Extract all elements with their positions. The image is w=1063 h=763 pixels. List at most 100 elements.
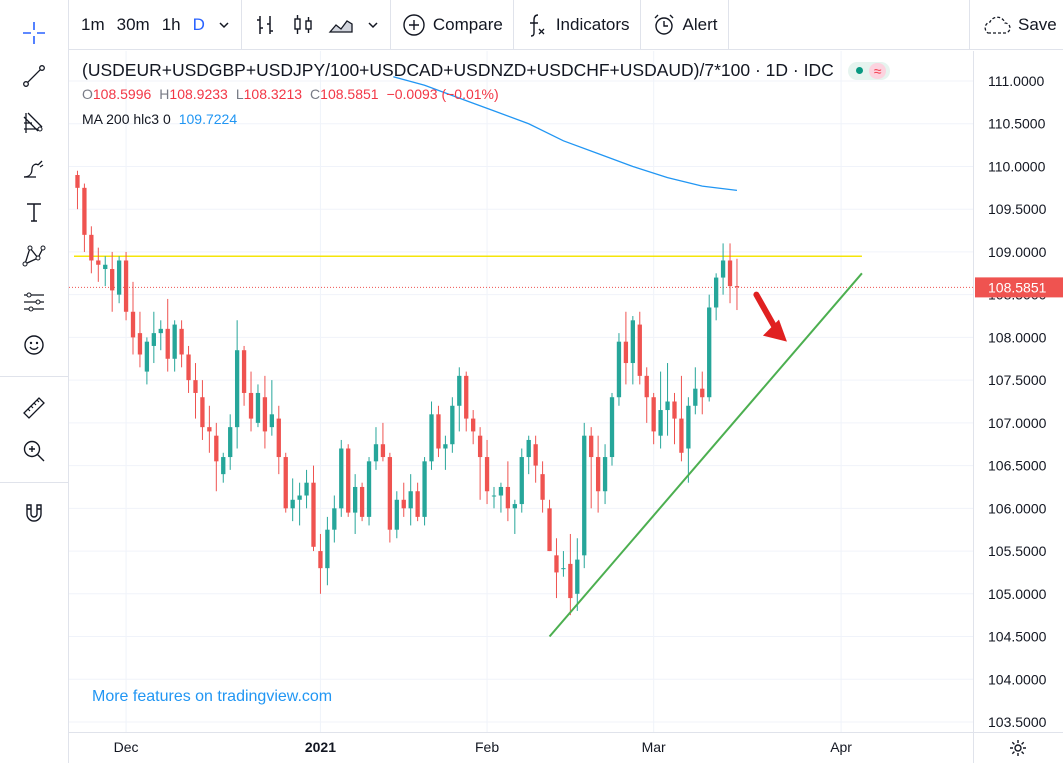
save-button[interactable]: Save	[980, 0, 1057, 50]
ma200-line	[393, 76, 738, 192]
candle	[165, 298, 170, 372]
price-chart[interactable]	[69, 51, 973, 732]
candle	[353, 474, 358, 534]
candle-body	[415, 491, 420, 517]
left-drawing-toolbar	[0, 0, 69, 763]
candle-body	[582, 435, 587, 556]
crosshair-icon[interactable]	[15, 14, 53, 52]
candle-body	[575, 559, 580, 594]
magnet-icon[interactable]	[15, 494, 53, 532]
candle	[207, 405, 212, 453]
candle	[366, 457, 372, 526]
top-toolbar: 1m 30m 1h D Compare Indicators Alert	[69, 0, 1063, 50]
candle	[561, 551, 566, 577]
candle	[408, 474, 413, 526]
time-tick-label: Apr	[830, 739, 852, 755]
interval-1h-button[interactable]: 1h	[161, 14, 181, 34]
candle-body	[637, 324, 642, 376]
low-key: L	[235, 86, 244, 102]
candle-body	[443, 444, 448, 449]
candle-body	[644, 375, 649, 398]
price-tick-label: 106.0000	[988, 500, 1047, 516]
candles	[75, 170, 740, 616]
candle-body	[554, 555, 559, 573]
time-tick-label: Dec	[114, 739, 139, 755]
ruler-icon[interactable]	[15, 389, 53, 427]
chart-pane[interactable]	[69, 51, 973, 732]
chart-settings-button[interactable]	[973, 732, 1063, 763]
candle-body	[214, 435, 219, 462]
candle	[269, 380, 275, 436]
candle	[450, 397, 455, 453]
candle	[512, 499, 517, 534]
candle	[283, 452, 288, 513]
candle	[651, 392, 656, 445]
text-icon[interactable]	[15, 193, 53, 231]
trend-line-icon[interactable]	[15, 57, 53, 95]
candle	[436, 405, 441, 458]
emoji-icon[interactable]	[15, 326, 53, 364]
candle	[457, 367, 462, 432]
candle-body	[373, 444, 379, 462]
zoom-in-icon[interactable]	[15, 432, 53, 470]
wave-icon: ≈	[868, 62, 887, 79]
tradingview-link[interactable]: More features on tradingview.com	[92, 688, 333, 705]
price-axis[interactable]: 111.0000 110.5000 110.0000 109.5000 109.0000…	[973, 51, 1063, 732]
pattern-icon[interactable]	[15, 237, 53, 275]
series-legend: (USDEUR+USDGBP+USDJPY/100+USDCAD+USDNZD+…	[82, 60, 891, 127]
interval-1m-button[interactable]: 1m	[81, 14, 105, 34]
indicators-button[interactable]: Indicators	[518, 0, 636, 50]
candle	[214, 422, 219, 492]
prediction-icon[interactable]	[15, 283, 53, 321]
alert-button[interactable]: Alert	[645, 0, 724, 50]
candle-body	[658, 410, 663, 436]
market-status-badge[interactable]: ≈	[847, 61, 891, 80]
interval-30m-button[interactable]: 30m	[116, 14, 150, 34]
candle-style-button[interactable]	[284, 0, 322, 50]
candle	[103, 256, 108, 287]
compare-button[interactable]: Compare	[395, 0, 509, 50]
candle-body	[75, 175, 80, 188]
candle	[75, 170, 80, 210]
candle	[720, 243, 726, 295]
candle	[255, 384, 261, 428]
candle-body	[172, 324, 177, 359]
ohlc-values: O108.5996 H108.9233 L108.3213 C108.5851 …	[82, 86, 890, 102]
indicators-label: Indicators	[555, 14, 630, 34]
symbol-title[interactable]: (USDEUR+USDGBP+USDJPY/100+USDCAD+USDNZD+…	[82, 60, 834, 80]
candle	[498, 482, 504, 513]
time-axis[interactable]: Dec 2021 Feb Mar Apr	[69, 732, 973, 763]
last-price-badge	[975, 277, 1063, 298]
price-axis-scale[interactable]: 111.0000 110.5000 110.0000 109.5000 109.0000…	[974, 51, 1063, 732]
bar-style-button[interactable]	[246, 0, 284, 50]
candle-body	[700, 388, 705, 398]
ma-label[interactable]: MA 200 hlc3 0	[82, 111, 171, 127]
interval-dropdown-button[interactable]	[211, 0, 237, 50]
area-style-button[interactable]	[322, 0, 360, 50]
candle	[387, 452, 393, 543]
alarm-clock-icon	[654, 14, 674, 35]
candle	[422, 457, 427, 526]
candle	[477, 427, 483, 500]
candle-body	[713, 277, 719, 308]
candle	[144, 337, 150, 385]
candle	[665, 363, 670, 436]
candle	[193, 363, 198, 419]
candle	[380, 422, 386, 462]
fib-retracement-icon[interactable]	[15, 104, 53, 142]
candle-body	[651, 397, 656, 432]
brush-icon[interactable]	[15, 150, 53, 188]
interval-d-button[interactable]: D	[192, 14, 205, 34]
candle-body	[547, 508, 552, 552]
ma-value: 109.7224	[178, 111, 238, 127]
candle-body	[734, 286, 740, 288]
time-axis-scale[interactable]: Dec 2021 Feb Mar Apr	[69, 733, 973, 763]
close-value: 108.5851	[320, 86, 379, 102]
candle	[630, 316, 635, 385]
candle	[96, 247, 101, 282]
candle-body	[623, 341, 629, 364]
candle	[616, 333, 622, 406]
chart-type-dropdown-button[interactable]	[360, 0, 386, 50]
candle	[394, 491, 399, 539]
candle	[110, 251, 115, 312]
